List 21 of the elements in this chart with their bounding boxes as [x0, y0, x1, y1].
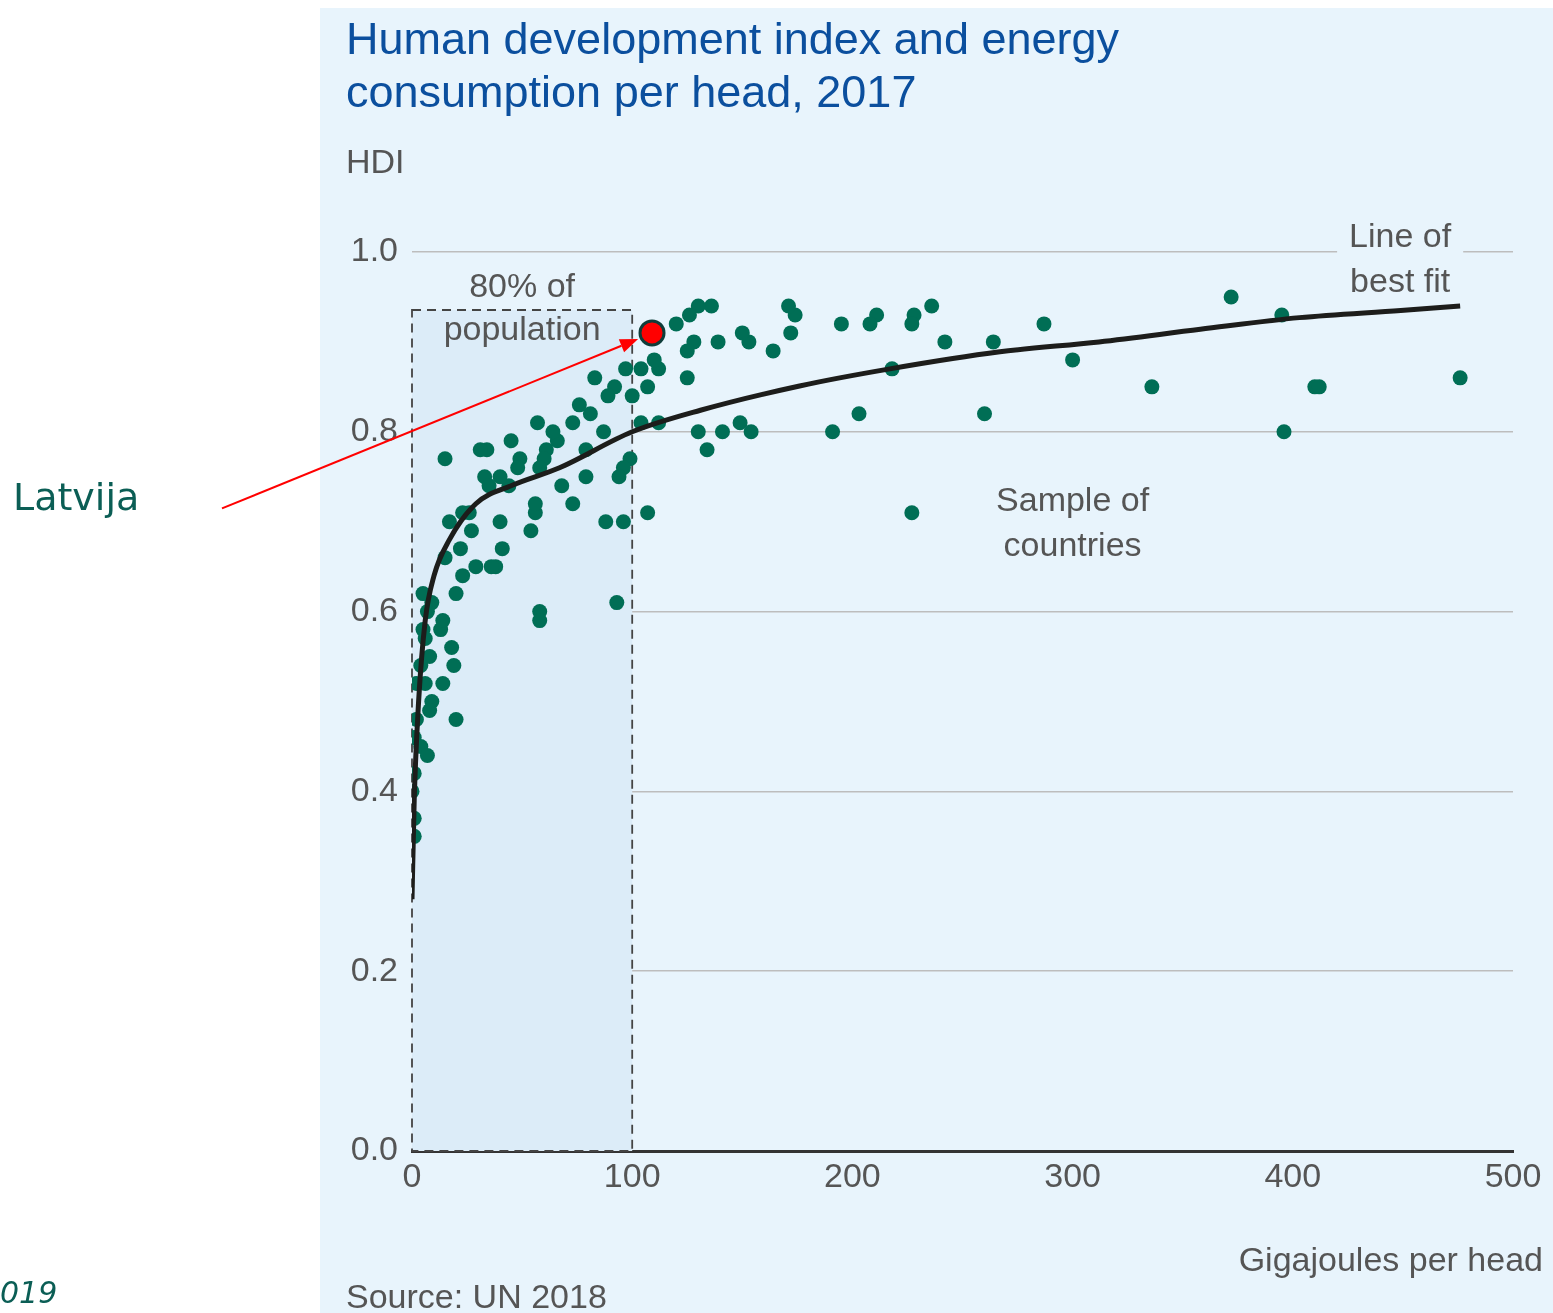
x-tick-label: 300 — [1044, 1155, 1101, 1194]
y-tick-label: 0.6 — [350, 589, 398, 628]
text: Latvija — [13, 474, 140, 519]
x-axis-title: Gigajoules per head — [1238, 1240, 1543, 1279]
y-tick-label: 0.4 — [350, 769, 398, 808]
y-tick-label: 0.0 — [350, 1129, 398, 1168]
series-label: Sample of countries — [996, 480, 1150, 564]
y-axis-title: HDI — [346, 142, 405, 181]
source-note: Source: UN 2018 — [346, 1277, 607, 1313]
band-label: 80% of population — [443, 266, 601, 348]
y-tick-label: 0.2 — [350, 949, 398, 988]
y-tick-label: 0.8 — [350, 410, 398, 449]
x-tick-label: 200 — [824, 1155, 881, 1194]
series-label: Line of best fit — [1349, 216, 1452, 300]
chart-title: Human development index and energy consumption per head, 2017 — [346, 12, 1120, 118]
x-tick-label: 100 — [603, 1155, 661, 1194]
x-tick-label: 400 — [1264, 1155, 1322, 1194]
y-tick-label: 1.0 — [350, 230, 398, 269]
x-tick-label: 0 — [402, 1155, 422, 1194]
x-tick-label: 500 — [1484, 1155, 1542, 1194]
text: 019 — [0, 1275, 58, 1310]
